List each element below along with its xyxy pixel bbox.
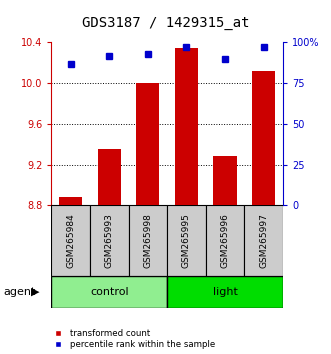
Text: light: light <box>213 287 238 297</box>
Text: GSM265993: GSM265993 <box>105 213 114 268</box>
Bar <box>244 205 283 276</box>
Text: GSM265984: GSM265984 <box>66 213 75 268</box>
Bar <box>136 83 160 205</box>
Text: control: control <box>90 287 128 297</box>
Bar <box>206 205 244 276</box>
Bar <box>252 71 275 205</box>
Bar <box>213 156 237 205</box>
Bar <box>167 276 283 308</box>
Bar <box>51 205 90 276</box>
Bar <box>59 197 82 205</box>
Bar <box>98 149 121 205</box>
Bar <box>128 205 167 276</box>
Text: GSM265998: GSM265998 <box>143 213 152 268</box>
Text: ▶: ▶ <box>31 287 40 297</box>
Text: GSM265997: GSM265997 <box>259 213 268 268</box>
Text: GSM265996: GSM265996 <box>220 213 230 268</box>
Legend: transformed count, percentile rank within the sample: transformed count, percentile rank withi… <box>49 328 216 350</box>
Bar <box>90 205 128 276</box>
Bar <box>51 276 167 308</box>
Text: GDS3187 / 1429315_at: GDS3187 / 1429315_at <box>82 16 249 30</box>
Bar <box>175 47 198 205</box>
Text: GSM265995: GSM265995 <box>182 213 191 268</box>
Bar <box>167 205 206 276</box>
Text: agent: agent <box>3 287 36 297</box>
